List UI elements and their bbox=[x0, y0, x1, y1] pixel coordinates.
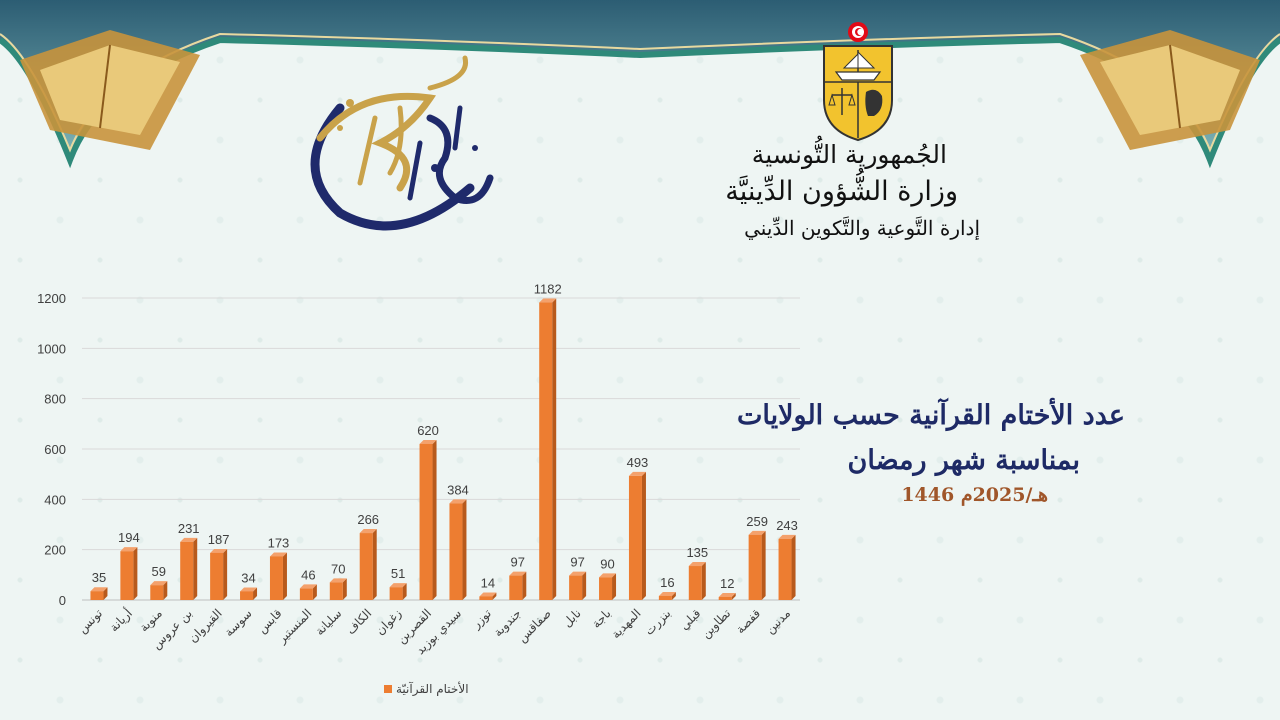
tunisia-coat-of-arms-icon bbox=[823, 22, 893, 142]
y-tick-label: 0 bbox=[59, 593, 66, 608]
bar bbox=[449, 499, 467, 600]
x-tick-label: تطاوين bbox=[699, 606, 734, 641]
x-tick-label: باجة bbox=[589, 606, 614, 631]
data-label: 59 bbox=[152, 564, 166, 579]
x-tick-label: بنزرت bbox=[642, 606, 674, 638]
y-tick-label: 600 bbox=[44, 442, 66, 457]
legend-swatch bbox=[384, 685, 392, 693]
ramadan-kareem-calligraphy-icon bbox=[310, 55, 494, 231]
bar bbox=[658, 591, 676, 600]
y-tick-label: 1000 bbox=[37, 341, 66, 356]
bar bbox=[628, 471, 646, 600]
data-label: 35 bbox=[92, 570, 106, 585]
bar bbox=[748, 530, 766, 600]
data-label: 70 bbox=[331, 561, 345, 576]
right-quran-book-icon bbox=[1080, 30, 1260, 150]
y-tick-label: 800 bbox=[44, 392, 66, 407]
data-label: 243 bbox=[776, 518, 798, 533]
left-quran-book-icon bbox=[20, 30, 200, 150]
x-tick-label: مدنين bbox=[763, 606, 794, 637]
data-label: 187 bbox=[208, 532, 230, 547]
department-name: إدارة التَّوعية والتَّكوين الدِّيني bbox=[744, 216, 980, 240]
chart-subtitle: بمناسبة شهر رمضان bbox=[847, 445, 1080, 476]
y-tick-label: 200 bbox=[44, 543, 66, 558]
data-label: 194 bbox=[118, 530, 140, 545]
bar bbox=[269, 552, 287, 600]
x-tick-label: قفصة bbox=[733, 606, 763, 636]
data-label: 1182 bbox=[534, 282, 562, 297]
bar bbox=[718, 592, 736, 600]
chart-grid bbox=[82, 297, 800, 601]
bar bbox=[479, 592, 497, 600]
legend-label: الأختام القرآنيّة bbox=[396, 681, 469, 697]
data-label: 620 bbox=[417, 423, 439, 438]
bar bbox=[419, 439, 437, 600]
data-label: 16 bbox=[660, 575, 674, 590]
data-label: 173 bbox=[268, 535, 290, 550]
ministry-name: وزارة الشُّؤون الدِّينيَّة bbox=[725, 176, 958, 207]
x-tick-label: سوسة bbox=[222, 606, 256, 640]
legend-item: الأختام القرآنيّة bbox=[384, 681, 469, 697]
x-tick-label: المهدية bbox=[609, 606, 644, 641]
bar bbox=[599, 573, 617, 600]
bar bbox=[90, 587, 108, 600]
bar bbox=[150, 581, 168, 600]
data-label: 493 bbox=[627, 455, 649, 470]
x-tick-label: سليانة bbox=[313, 606, 345, 638]
x-tick-label: قبلي bbox=[677, 606, 703, 632]
x-tick-label: تونس bbox=[75, 606, 106, 637]
data-label: 135 bbox=[686, 545, 708, 560]
bar bbox=[180, 537, 198, 600]
chart-bars bbox=[90, 298, 796, 600]
bar bbox=[299, 584, 317, 600]
data-label: 12 bbox=[720, 576, 734, 591]
bar bbox=[778, 534, 796, 600]
bar bbox=[359, 529, 377, 600]
bar bbox=[509, 571, 527, 600]
chart-title: عدد الأختام القرآنية حسب الولايات bbox=[736, 400, 1125, 431]
data-label: 384 bbox=[447, 482, 469, 497]
bar bbox=[210, 548, 228, 600]
bar bbox=[329, 578, 347, 600]
data-label: 97 bbox=[511, 555, 525, 570]
data-label: 14 bbox=[481, 575, 495, 590]
bar bbox=[120, 547, 138, 600]
y-tick-label: 1200 bbox=[37, 291, 66, 306]
bar bbox=[240, 587, 258, 600]
y-tick-label: 400 bbox=[44, 492, 66, 507]
bar-chart: 02004006008001000120035تونس194أريانة59من… bbox=[37, 282, 800, 697]
x-tick-label: أريانة bbox=[106, 606, 136, 636]
chart-labels: 02004006008001000120035تونس194أريانة59من… bbox=[37, 282, 798, 658]
data-label: 231 bbox=[178, 521, 200, 536]
data-label: 46 bbox=[301, 567, 315, 582]
data-label: 51 bbox=[391, 566, 405, 581]
chart-date: 1446 هـ/2025م bbox=[901, 484, 1048, 506]
bar bbox=[389, 583, 407, 600]
x-tick-label: الكاف bbox=[343, 606, 374, 637]
data-label: 259 bbox=[746, 514, 768, 529]
data-label: 97 bbox=[570, 555, 584, 570]
x-tick-label: صفاقس bbox=[515, 606, 555, 646]
republic-name: الجُمهورية التُّونسية bbox=[751, 140, 947, 169]
chart-legend: الأختام القرآنيّة bbox=[384, 681, 469, 697]
top-ornamental-frame bbox=[0, 0, 1280, 169]
data-label: 266 bbox=[357, 512, 379, 527]
bar bbox=[688, 562, 706, 600]
data-label: 34 bbox=[241, 570, 255, 585]
bar bbox=[539, 298, 557, 600]
x-tick-label: نابل bbox=[560, 606, 584, 630]
data-label: 90 bbox=[600, 556, 614, 571]
x-tick-label: القيروان bbox=[186, 606, 226, 646]
bar bbox=[569, 571, 587, 600]
